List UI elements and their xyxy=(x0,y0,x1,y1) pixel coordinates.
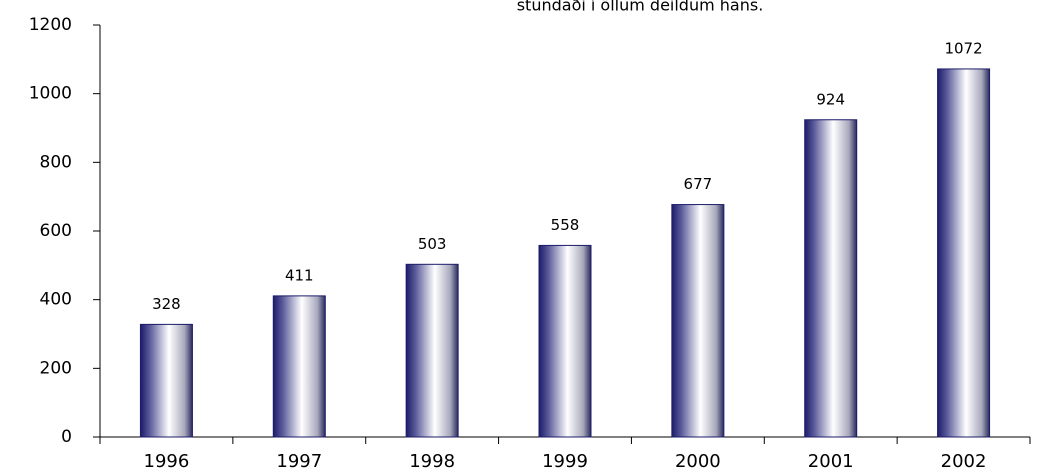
value-label: 1072 xyxy=(944,39,982,57)
bar xyxy=(272,295,326,438)
bar xyxy=(671,204,725,438)
chart-title: stundaði í öllum deildum hans. xyxy=(517,0,764,15)
y-tick-label: 0 xyxy=(61,427,72,447)
bar xyxy=(139,323,193,438)
y-tick-label: 1200 xyxy=(29,15,72,35)
x-tick-label: 1998 xyxy=(409,451,455,472)
bar xyxy=(538,244,592,438)
x-tick-label: 2001 xyxy=(808,451,854,472)
value-label: 411 xyxy=(285,266,314,284)
value-label: 558 xyxy=(551,216,580,234)
y-tick-label: 200 xyxy=(40,358,72,378)
x-tick-label: 1999 xyxy=(542,451,588,472)
x-tick-label: 1997 xyxy=(276,451,322,472)
value-label: 924 xyxy=(816,90,845,108)
y-tick-label: 800 xyxy=(40,152,72,172)
value-label: 503 xyxy=(418,235,447,253)
x-tick-label: 2000 xyxy=(675,451,721,472)
x-tick-label: 2002 xyxy=(941,451,987,472)
x-tick-label: 1996 xyxy=(144,451,190,472)
y-tick-label: 1000 xyxy=(29,84,72,104)
value-label: 677 xyxy=(684,175,713,193)
bar xyxy=(804,119,858,438)
bar xyxy=(405,263,459,438)
y-tick-label: 400 xyxy=(40,290,72,310)
value-label: 328 xyxy=(152,295,181,313)
bar xyxy=(937,68,991,438)
y-tick-label: 600 xyxy=(40,221,72,241)
